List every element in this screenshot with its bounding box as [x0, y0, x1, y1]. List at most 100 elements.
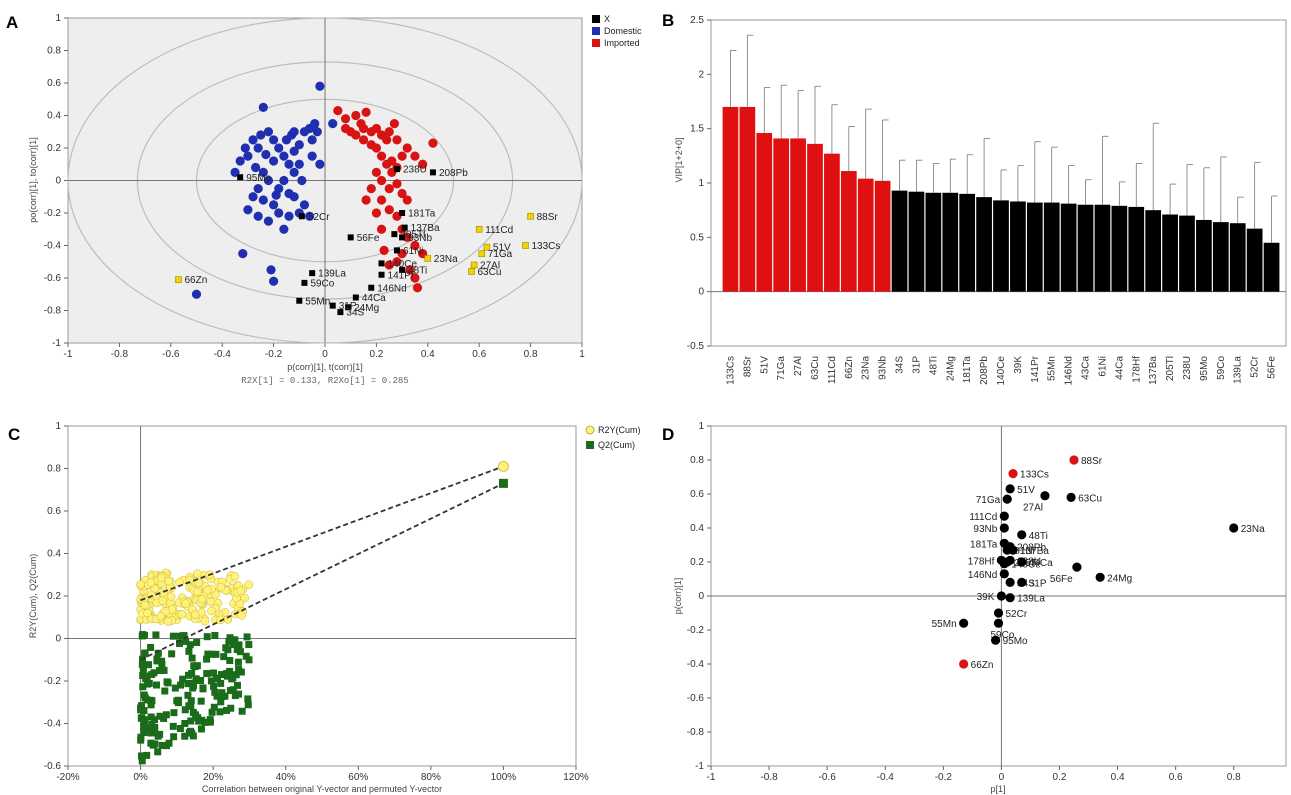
vip-bar: [908, 191, 925, 292]
r2y-permuted-point: [164, 576, 173, 586]
vip-category-label: 71Ga: [776, 356, 787, 381]
q2-permuted-point: [216, 708, 224, 716]
r2y-permuted-point: [200, 616, 210, 626]
r2y-permuted-point: [237, 611, 246, 620]
vip-category-label: 133Cs: [725, 356, 736, 385]
variable-label: 137Ba: [411, 223, 440, 234]
loading-label: 61Ni: [1014, 546, 1035, 557]
imported-point: [333, 106, 343, 116]
y-tick-label: -1: [52, 338, 61, 349]
q2-permuted-point: [152, 631, 160, 639]
q2-permuted-point: [188, 729, 196, 737]
loading-point: [1008, 545, 1018, 555]
loading-label: 59Co: [991, 630, 1015, 641]
y-tick-label: -0.6: [687, 693, 705, 704]
y-tick-label: -0.4: [687, 659, 705, 670]
y-tick-label: -0.6: [44, 761, 62, 772]
q2-permuted-point: [176, 632, 184, 640]
x-tick-label: -0.4: [214, 349, 232, 360]
domestic-point: [263, 127, 274, 137]
q2-permuted-point: [145, 726, 153, 734]
domestic-point: [263, 175, 274, 186]
variable-marker: [391, 231, 398, 238]
r2y-permuted-point: [216, 582, 226, 592]
legend-swatch-x: [592, 15, 600, 23]
q2-permuted-point: [182, 637, 190, 645]
domestic-point: [279, 151, 289, 161]
loading-label: 181Ta: [970, 539, 998, 550]
q2-permuted-point: [138, 757, 146, 765]
r2y-permuted-point: [166, 592, 176, 601]
vip-category-label: 39K: [1013, 356, 1024, 374]
q2-permuted-point: [226, 635, 234, 643]
imported-point: [371, 143, 381, 153]
r2y-permuted-point: [197, 594, 207, 604]
variable-label: 55Mn: [305, 296, 330, 307]
panel-a-score-loading-plot: -1 -0.8 -0.6 -0.4 -0.2 0 0.2 0.4 0.6 0.8 1 1 0.8 0.6 0…: [28, 13, 642, 386]
x-tick-label: 0.4: [1111, 772, 1125, 783]
q2-permuted-point: [140, 729, 148, 737]
y-tick-label: 0.4: [47, 111, 61, 122]
y-tick-label: 0.2: [690, 557, 704, 568]
r2y-permuted-point: [146, 578, 156, 587]
loading-label: 93Nb: [973, 524, 997, 535]
loading-label: 56Fe: [1050, 574, 1073, 585]
vip-bar: [840, 171, 857, 292]
loading-label: 44Ca: [1029, 558, 1053, 569]
q2-permuted-point: [192, 676, 200, 684]
vip-bar: [1212, 222, 1229, 292]
x-tick-label: 0.8: [1227, 772, 1241, 783]
q2-permuted-point: [137, 733, 145, 741]
vip-bar: [891, 190, 908, 292]
panel-c-legend: R2Y(Cum) Q2(Cum): [585, 425, 641, 450]
vip-bar: [824, 153, 840, 292]
loading-point: [1005, 593, 1015, 603]
q2-permuted-point: [189, 684, 197, 692]
r2y-permuted-point: [244, 580, 254, 589]
loading-point: [993, 608, 1004, 618]
loading-point: [1229, 523, 1239, 533]
q2-permuted-point: [203, 633, 211, 641]
variable-label: 61Ni: [403, 246, 424, 257]
vip-category-label: 178Hf: [1131, 356, 1142, 383]
vip-category-label: 52Cr: [1250, 355, 1261, 377]
variable-label: 34S: [346, 308, 364, 319]
imported-point: [376, 151, 387, 161]
variable-label: 52Cr: [308, 212, 330, 223]
loading-point: [1072, 562, 1082, 572]
y-tick-label: 0.4: [690, 523, 704, 534]
domestic-point: [243, 151, 253, 161]
q2-permuted-point: [140, 707, 148, 715]
y-tick-label: 1: [698, 421, 704, 432]
imported-point: [382, 135, 392, 145]
x-tick-label: -0.4: [877, 772, 895, 783]
vip-bar: [874, 180, 891, 292]
variable-marker: [347, 234, 354, 241]
imported-point: [384, 205, 394, 215]
variable-label: 71Ga: [488, 249, 513, 260]
q2-permuted-point: [145, 661, 153, 669]
q2-permuted-point: [193, 639, 201, 647]
domestic-point: [307, 151, 317, 161]
q2-permuted-point: [139, 665, 147, 673]
vip-bar: [942, 192, 959, 292]
domestic-point: [235, 156, 245, 166]
x-tick-label: -0.2: [935, 772, 953, 783]
y-tick-label: 1: [55, 421, 61, 432]
q2-permuted-point: [185, 647, 193, 655]
q2-permuted-point: [153, 655, 161, 663]
vip-bar: [807, 143, 823, 292]
x-tick-label: -0.2: [265, 349, 283, 360]
vip-bar: [1162, 214, 1178, 292]
q2-permuted-point: [220, 653, 228, 661]
variable-marker: [522, 242, 529, 249]
loading-label: 205Tl: [1014, 558, 1039, 569]
vip-category-label: 139La: [1233, 356, 1244, 384]
loading-label: 23Na: [1241, 524, 1265, 535]
q2-permuted-point: [206, 716, 214, 724]
panel-a-r2x-note: R2X[1] = 0.133, R2Xo[1] = 0.285: [241, 376, 408, 386]
variable-marker: [175, 276, 182, 283]
q2-permuted-point: [148, 697, 156, 705]
q2-permuted-point: [193, 662, 201, 670]
y-tick-label: -0.2: [687, 625, 705, 636]
